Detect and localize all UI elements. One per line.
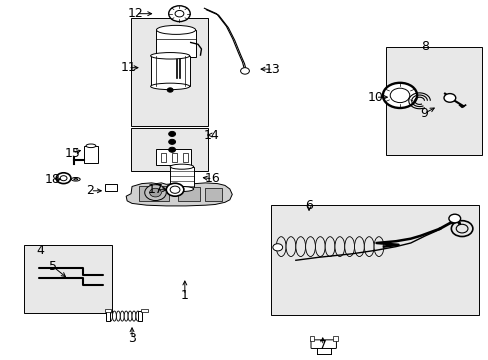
Text: 3: 3 xyxy=(128,332,136,345)
Circle shape xyxy=(443,94,455,102)
Ellipse shape xyxy=(325,237,334,257)
Text: 2: 2 xyxy=(86,184,94,197)
Circle shape xyxy=(450,221,472,237)
Ellipse shape xyxy=(128,311,132,321)
Bar xyxy=(105,184,117,191)
Text: 7: 7 xyxy=(318,339,326,352)
Ellipse shape xyxy=(285,237,295,257)
Bar xyxy=(161,153,166,162)
Ellipse shape xyxy=(71,177,80,181)
Text: 10: 10 xyxy=(367,91,383,104)
Ellipse shape xyxy=(116,311,120,321)
Text: 4: 4 xyxy=(36,244,44,257)
Text: 16: 16 xyxy=(204,172,220,185)
Text: 12: 12 xyxy=(128,7,143,20)
Bar xyxy=(183,153,187,162)
Circle shape xyxy=(272,244,282,251)
Bar xyxy=(104,309,111,312)
Text: 13: 13 xyxy=(264,63,280,76)
Text: 11: 11 xyxy=(120,61,136,74)
Bar xyxy=(106,311,110,321)
Ellipse shape xyxy=(305,237,315,257)
Text: 8: 8 xyxy=(421,40,428,53)
Ellipse shape xyxy=(170,186,193,192)
Text: 5: 5 xyxy=(49,260,57,273)
Text: 15: 15 xyxy=(64,147,80,159)
Bar xyxy=(309,336,314,341)
Bar xyxy=(141,309,147,312)
Bar xyxy=(155,149,190,165)
Circle shape xyxy=(167,88,173,92)
Ellipse shape xyxy=(276,237,285,257)
Bar xyxy=(172,153,177,162)
Circle shape xyxy=(389,88,409,103)
Text: 17: 17 xyxy=(147,183,163,196)
FancyBboxPatch shape xyxy=(310,340,336,348)
Text: 6: 6 xyxy=(305,199,312,212)
Ellipse shape xyxy=(295,237,305,257)
Circle shape xyxy=(168,147,175,152)
Ellipse shape xyxy=(112,311,116,321)
Circle shape xyxy=(382,83,416,108)
Ellipse shape xyxy=(334,237,344,257)
Text: 1: 1 xyxy=(181,289,188,302)
Bar xyxy=(138,311,142,321)
Circle shape xyxy=(149,188,161,197)
Circle shape xyxy=(60,176,67,181)
Bar xyxy=(150,56,189,86)
Bar xyxy=(332,336,337,341)
Ellipse shape xyxy=(364,237,373,257)
Ellipse shape xyxy=(124,311,128,321)
Ellipse shape xyxy=(354,237,364,257)
Bar xyxy=(156,30,195,57)
Bar xyxy=(271,205,478,315)
Circle shape xyxy=(168,6,190,22)
Bar xyxy=(205,188,222,201)
Circle shape xyxy=(168,131,175,136)
Bar xyxy=(24,245,112,313)
Ellipse shape xyxy=(74,179,78,180)
Text: 18: 18 xyxy=(45,173,61,186)
Bar xyxy=(139,186,168,201)
Ellipse shape xyxy=(315,237,325,257)
Circle shape xyxy=(448,214,460,223)
Bar xyxy=(131,18,207,126)
Bar xyxy=(131,128,207,171)
Circle shape xyxy=(175,10,183,17)
Ellipse shape xyxy=(344,237,354,257)
Ellipse shape xyxy=(136,311,140,321)
Text: 14: 14 xyxy=(203,129,219,141)
Bar xyxy=(170,167,193,189)
Ellipse shape xyxy=(156,26,195,35)
Circle shape xyxy=(455,224,467,233)
Circle shape xyxy=(144,185,166,201)
Circle shape xyxy=(56,173,71,184)
Ellipse shape xyxy=(132,311,136,321)
Ellipse shape xyxy=(150,53,189,59)
Ellipse shape xyxy=(170,164,193,169)
Circle shape xyxy=(170,186,180,193)
Text: 9: 9 xyxy=(420,107,427,120)
Circle shape xyxy=(168,139,175,144)
Polygon shape xyxy=(126,183,232,206)
Bar xyxy=(84,146,98,163)
Ellipse shape xyxy=(373,237,383,257)
Ellipse shape xyxy=(108,311,112,321)
Bar xyxy=(386,47,481,155)
Ellipse shape xyxy=(150,83,189,90)
Ellipse shape xyxy=(86,144,96,148)
Bar xyxy=(178,187,200,201)
Circle shape xyxy=(240,68,249,74)
Circle shape xyxy=(166,183,183,196)
Ellipse shape xyxy=(120,311,124,321)
